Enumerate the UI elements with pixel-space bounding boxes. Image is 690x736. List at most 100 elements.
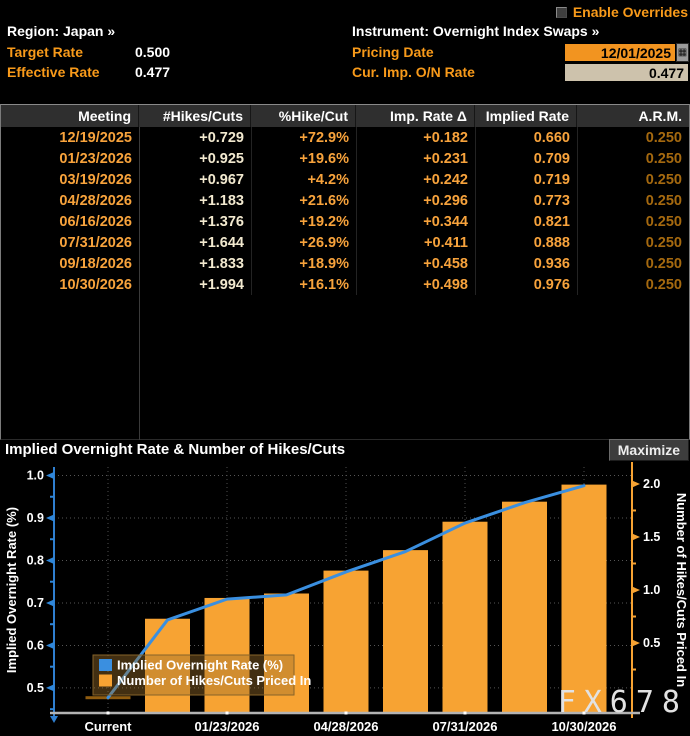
right-axis-title: Number of Hikes/Cuts Priced In: [674, 493, 689, 687]
region-menu[interactable]: Region: Japan »: [7, 23, 115, 39]
cell: 0.709: [533, 150, 570, 167]
legend-box: [92, 654, 295, 696]
table-row[interactable]: 10/30/2026 +1.994 +16.1% +0.498 0.976 0.250: [1, 274, 689, 295]
legend-swatch-bar: [99, 674, 112, 687]
effective-rate-value: 0.477: [135, 64, 171, 80]
column-header-3: Imp. Rate Δ: [356, 105, 475, 127]
table-row[interactable]: 06/16/2026 +1.376 +19.2% +0.344 0.821 0.250: [1, 211, 689, 232]
bar-04/28/2026: [323, 570, 369, 713]
table-row[interactable]: 12/19/2025 +0.729 +72.9% +0.182 0.660 0.250: [1, 127, 689, 148]
cell: +1.994: [199, 276, 244, 293]
right-tick-label: 1.0: [643, 583, 660, 597]
x-tick-label: 07/31/2026: [432, 719, 497, 734]
region-value[interactable]: Japan »: [63, 23, 116, 39]
right-tick-label: 1.5: [643, 530, 660, 544]
effective-rate-label: Effective Rate: [7, 64, 100, 80]
cell: 0.936: [533, 255, 570, 272]
table-row[interactable]: 03/19/2026 +0.967 +4.2% +0.242 0.719 0.250: [1, 169, 689, 190]
maximize-button[interactable]: Maximize: [608, 439, 689, 461]
left-tick: [46, 514, 54, 522]
region-label: Region:: [7, 23, 60, 39]
cell: +21.6%: [299, 192, 349, 209]
legend-label-bar: Number of Hikes/Cuts Priced In: [117, 673, 311, 688]
legend-label-line: Implied Overnight Rate (%): [117, 658, 283, 673]
cell: +19.2%: [299, 213, 349, 230]
cell: 0.821: [533, 213, 570, 230]
cell: +0.458: [423, 255, 468, 272]
right-minor-tick: [632, 615, 636, 618]
enable-overrides-label[interactable]: Enable Overrides: [572, 4, 688, 20]
left-tick-label: 0.9: [27, 511, 44, 525]
x-tick-label: Current: [85, 719, 133, 734]
cell: +1.833: [199, 255, 244, 272]
cell: +18.9%: [299, 255, 349, 272]
cell: 03/19/2026: [59, 171, 132, 188]
enable-overrides-checkbox[interactable]: [555, 6, 567, 18]
right-tick-label: 2.0: [643, 477, 660, 491]
left-tick: [46, 556, 54, 564]
table-row[interactable]: 07/31/2026 +1.644 +26.9% +0.411 0.888 0.250: [1, 232, 689, 253]
right-tick: [632, 639, 640, 647]
table-body: 12/19/2025 +0.729 +72.9% +0.182 0.660 0.250 01…: [1, 127, 689, 295]
cell: 12/19/2025: [59, 129, 132, 146]
cell: 06/16/2026: [59, 213, 132, 230]
pricing-date-input[interactable]: [564, 43, 676, 62]
column-header-1: #Hikes/Cuts: [139, 105, 251, 127]
bar-10/30/2026: [561, 484, 607, 713]
x-tick-label: 01/23/2026: [194, 719, 259, 734]
left-minor-tick: [50, 665, 54, 668]
watermark: FX678: [558, 685, 688, 720]
cell: +0.729: [199, 129, 244, 146]
table-row[interactable]: 01/23/2026 +0.925 +19.6% +0.231 0.709 0.250: [1, 148, 689, 169]
left-tick-label: 0.5: [27, 681, 44, 695]
cell: 07/31/2026: [59, 234, 132, 251]
cell: 01/23/2026: [59, 150, 132, 167]
cell: 0.719: [533, 171, 570, 188]
instrument-value[interactable]: Overnight Index Swaps »: [432, 23, 600, 39]
column-divider: [139, 127, 140, 440]
target-rate-label: Target Rate: [7, 44, 83, 60]
bar-03/19/2026: [264, 593, 309, 713]
rate-hikes-chart: 1.0 0.9 0.8 0.7 0.6 0.5 2.0 1.5 1.0 0.5 Current 01/…: [4, 462, 689, 734]
cell: +0.231: [423, 150, 468, 167]
calendar-icon[interactable]: ▦: [676, 43, 689, 62]
implied-rate-line: [106, 484, 586, 700]
cell: 0.250: [645, 213, 682, 230]
left-tick: [46, 471, 54, 479]
cell: 0.250: [645, 129, 682, 146]
left-tick-label: 0.6: [27, 638, 44, 652]
cell: +0.925: [199, 150, 244, 167]
table-header-row: Meeting #Hikes/Cuts %Hike/Cut Imp. Rate Δ Im…: [1, 105, 689, 127]
cell: 0.250: [645, 276, 682, 293]
left-tick-label: 0.7: [27, 596, 44, 610]
column-divider: [577, 127, 578, 295]
table-row[interactable]: 04/28/2026 +1.183 +21.6% +0.296 0.773 0.250: [1, 190, 689, 211]
legend-swatch-line: [99, 659, 112, 671]
left-axis-arrow: [50, 716, 58, 723]
instrument-label: Instrument:: [352, 23, 429, 39]
cell: +0.182: [423, 129, 468, 146]
meetings-table: Meeting #Hikes/Cuts %Hike/Cut Imp. Rate Δ Im…: [0, 104, 690, 440]
cell: 04/28/2026: [59, 192, 132, 209]
left-minor-tick: [50, 538, 54, 541]
cell: +1.644: [199, 234, 244, 251]
x-axis-tick: [582, 711, 586, 715]
right-tick: [632, 586, 640, 594]
x-tick-label: 04/28/2026: [313, 719, 378, 734]
left-tick: [46, 599, 54, 607]
cell: 0.888: [533, 234, 570, 251]
left-minor-tick: [50, 708, 54, 711]
cell: +19.6%: [299, 150, 349, 167]
cell: +1.376: [199, 213, 244, 230]
cur-imp-rate-input[interactable]: [564, 63, 689, 82]
table-row[interactable]: 09/18/2026 +1.833 +18.9% +0.458 0.936 0.250: [1, 253, 689, 274]
bar-06/16/2026: [383, 550, 428, 713]
column-header-0: Meeting: [1, 105, 139, 127]
cell: 09/18/2026: [59, 255, 132, 272]
cell: 0.250: [645, 150, 682, 167]
cur-imp-rate-label: Cur. Imp. O/N Rate: [352, 64, 475, 80]
right-minor-tick: [632, 562, 636, 565]
instrument-menu[interactable]: Instrument: Overnight Index Swaps »: [352, 23, 599, 39]
cell: +0.498: [423, 276, 468, 293]
